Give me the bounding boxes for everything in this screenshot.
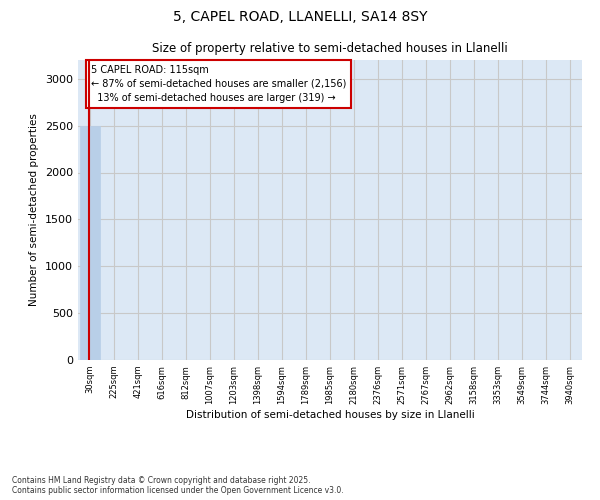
Bar xyxy=(80,126,100,360)
X-axis label: Distribution of semi-detached houses by size in Llanelli: Distribution of semi-detached houses by … xyxy=(185,410,475,420)
Text: Contains HM Land Registry data © Crown copyright and database right 2025.
Contai: Contains HM Land Registry data © Crown c… xyxy=(12,476,344,495)
Text: 5 CAPEL ROAD: 115sqm
← 87% of semi-detached houses are smaller (2,156)
  13% of : 5 CAPEL ROAD: 115sqm ← 87% of semi-detac… xyxy=(91,64,347,102)
Text: 5, CAPEL ROAD, LLANELLI, SA14 8SY: 5, CAPEL ROAD, LLANELLI, SA14 8SY xyxy=(173,10,427,24)
Y-axis label: Number of semi-detached properties: Number of semi-detached properties xyxy=(29,114,40,306)
Title: Size of property relative to semi-detached houses in Llanelli: Size of property relative to semi-detach… xyxy=(152,42,508,54)
